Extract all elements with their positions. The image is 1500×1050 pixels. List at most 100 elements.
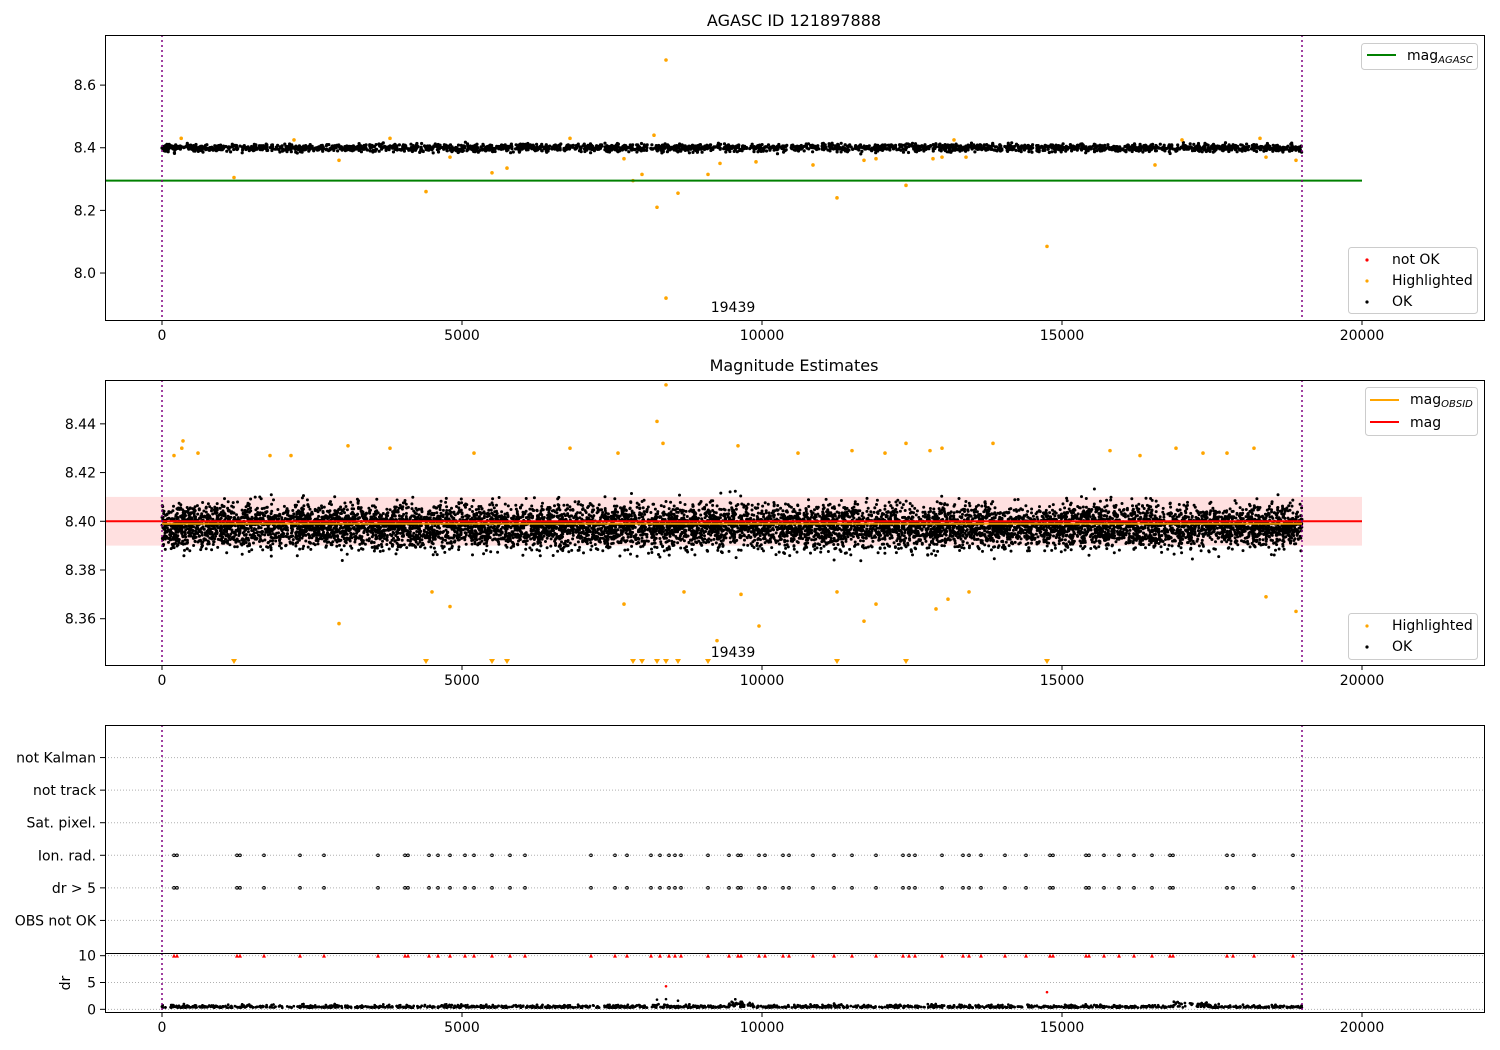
ok-point (996, 147, 1001, 151)
highlighted-point (655, 205, 659, 210)
ok-point (1250, 146, 1254, 150)
ok-point (377, 142, 381, 146)
ok-point (1223, 141, 1228, 145)
ok-point (1276, 149, 1280, 153)
ok-point (1162, 143, 1166, 147)
ok-point (365, 148, 369, 152)
ok-point (948, 532, 952, 536)
ok-point (506, 148, 510, 152)
ok-point (434, 144, 438, 148)
ok-point (1239, 143, 1243, 147)
ok-point (1186, 500, 1189, 504)
ok-point (1050, 548, 1054, 552)
ok-point (265, 148, 269, 153)
ok-point (321, 149, 325, 153)
ok-point (948, 148, 952, 152)
ok-point (1059, 144, 1063, 148)
ok-point (667, 148, 671, 152)
ok-point (678, 501, 682, 504)
ok-point (1221, 149, 1225, 153)
ok-point (280, 149, 285, 153)
ok-point (864, 500, 868, 504)
ok-point (333, 144, 337, 148)
ok-point (1142, 145, 1146, 149)
ok-point (1121, 148, 1125, 152)
ok-point (263, 533, 267, 537)
ok-point (568, 146, 572, 150)
ok-point (913, 143, 918, 147)
ok-point (1017, 149, 1021, 153)
ok-point (774, 553, 778, 557)
ok-point (728, 490, 732, 494)
ok-point (969, 141, 974, 145)
ok-point (745, 146, 749, 150)
ok-point (856, 502, 860, 506)
ok-point (864, 147, 868, 151)
ok-point (1114, 148, 1118, 152)
ok-point (404, 146, 408, 150)
ok-point (1089, 146, 1093, 151)
ok-point (194, 146, 199, 150)
ok-point (716, 548, 720, 552)
ok-point (859, 152, 863, 156)
ok-point (612, 147, 616, 151)
ok-point (283, 142, 287, 146)
ok-point (764, 149, 769, 153)
ok-point (350, 147, 354, 151)
highlighted-point (652, 133, 656, 138)
ok-point (665, 145, 669, 149)
ok-point (473, 150, 477, 154)
ok-point (229, 150, 233, 154)
ok-point (393, 147, 398, 151)
highlighted-point (862, 158, 866, 163)
ok-point (904, 499, 908, 503)
ok-point (588, 147, 592, 151)
ok-point (1079, 544, 1083, 548)
ok-point (784, 148, 788, 152)
ok-point (391, 150, 396, 154)
ok-point (284, 544, 288, 548)
ok-point (798, 508, 802, 512)
ok-point (1294, 148, 1298, 152)
ok-point (901, 150, 906, 154)
ok-point (865, 496, 869, 500)
ok-point (544, 540, 547, 543)
ok-point (1154, 149, 1158, 153)
ok-point (1199, 147, 1203, 151)
ok-point (240, 151, 244, 155)
ok-point (498, 144, 502, 149)
ok-point (1286, 144, 1290, 148)
highlighted-point (1264, 155, 1268, 159)
ok-point (218, 506, 222, 510)
ok-point (1294, 145, 1298, 149)
ok-point (911, 553, 914, 557)
ok-point (858, 509, 862, 513)
ok-point (1029, 145, 1033, 149)
ok-point (1230, 147, 1234, 151)
ok-point (450, 150, 454, 154)
ok-point (1065, 499, 1069, 503)
ok-point (883, 143, 887, 147)
ok-point (224, 144, 228, 149)
ok-point (1073, 146, 1078, 151)
ok-point (537, 147, 542, 151)
ok-point (271, 145, 275, 149)
ok-point (466, 147, 470, 151)
ok-point (544, 143, 548, 147)
ok-point (291, 538, 295, 542)
ok-point (1006, 141, 1010, 145)
ok-point (1026, 509, 1030, 513)
ok-point (291, 509, 295, 512)
ok-point (1046, 147, 1050, 151)
ok-point (439, 145, 443, 150)
ok-point (522, 143, 526, 147)
ok-point (1141, 150, 1145, 154)
ok-point (926, 553, 930, 557)
ok-point (336, 149, 340, 153)
ok-point (659, 504, 663, 508)
ok-point (802, 144, 806, 148)
ok-point (619, 506, 622, 510)
ok-point (1095, 149, 1099, 153)
ok-point (711, 147, 715, 151)
